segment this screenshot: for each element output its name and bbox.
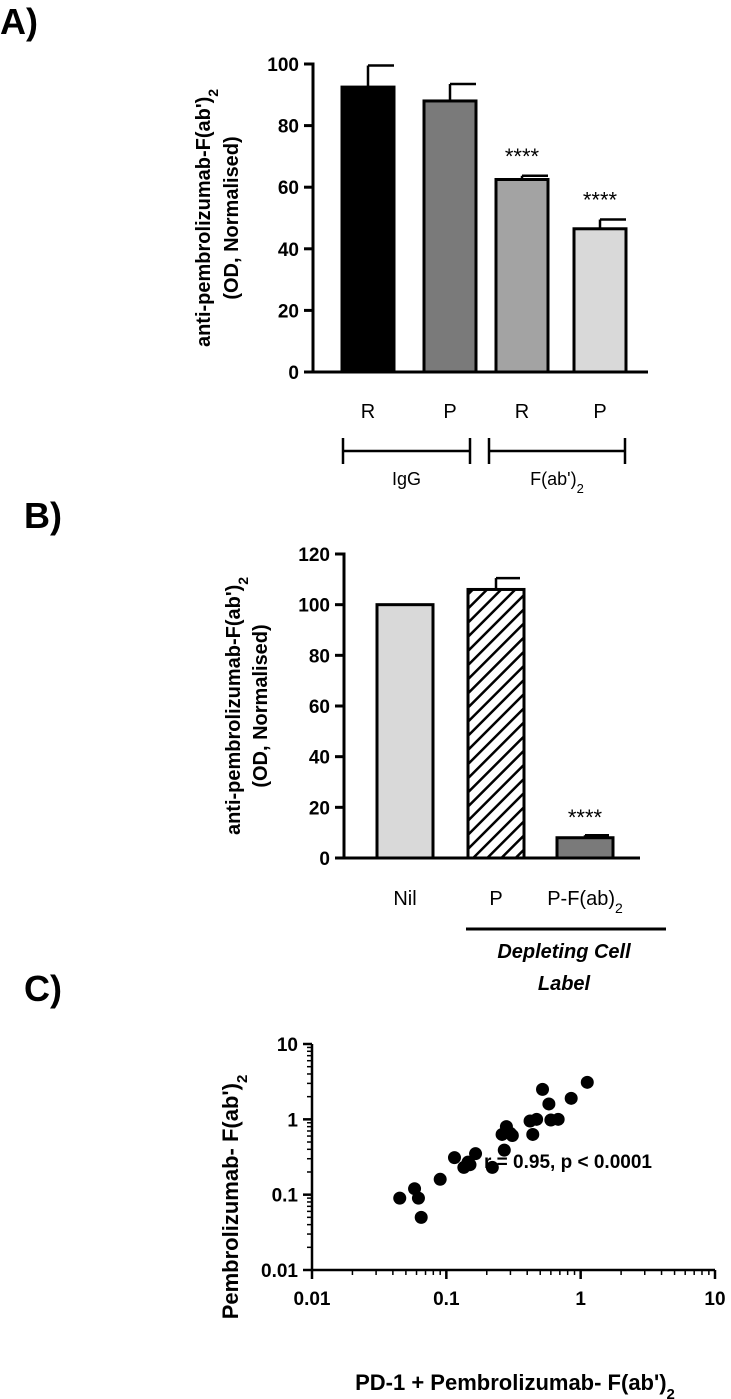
chart-c-ylabel: Pembrolizumab- F(ab')2 [218,1075,251,1320]
chart-a-category-label: P [443,401,456,423]
chart-a-group-label: IgG [392,469,421,489]
chart-a-category-label: P [593,401,606,423]
chart-c-data-point [536,1082,550,1096]
chart-b-category-label: P [489,888,502,910]
chart-c-data-point [411,1191,425,1205]
chart-c-data-point [485,1160,499,1174]
chart-c-y-tick-label: 0.1 [272,1186,299,1207]
chart-b-y-tick-label: 20 [309,798,330,819]
chart-c-y-tick-label: 0.01 [261,1261,298,1282]
chart-a-ylabel-sub: 2 [205,89,221,97]
chart-b-category-label-main: P [489,888,502,910]
chart-c-data-point [551,1112,565,1126]
chart-c-xlabel-main: PD-1 + Pembrolizumab- F(ab') [355,1370,666,1395]
chart-a-significance-label: **** [583,188,618,213]
chart-c-xlabel: PD-1 + Pembrolizumab- F(ab')2 [355,1370,675,1399]
chart-a-y-tick-label: 20 [278,301,299,322]
chart-a-category-label: R [515,401,529,423]
chart-a-group-label-main: IgG [392,469,421,489]
chart-c-data-point [393,1191,407,1205]
chart-c-x-tick-label: 10 [704,1289,725,1310]
chart-b-category-label-sub: 2 [615,900,623,916]
chart-c-data-point [469,1147,483,1161]
chart-c-points [393,1075,594,1224]
chart-b-category-label: Nil [393,888,416,910]
chart-a-y-tick-label: 0 [288,363,299,384]
panel-c-letter: C) [24,968,62,1009]
chart-c-x-tick-label: 0.1 [433,1289,460,1310]
chart-c-data-point [564,1091,578,1105]
chart-a-category-label-main: P [593,401,606,423]
chart-a-category-label-main: P [443,401,456,423]
chart-c-x-tick-label: 1 [575,1289,586,1310]
panel-b-letter: B) [24,495,62,536]
chart-c-data-point [542,1097,556,1111]
chart-a-axes: 0 20 40 60 80 100 R P R P IgG F(ab')2 [267,55,648,496]
chart-a-group-label-sub: 2 [577,481,584,496]
chart-a-category-label-main: R [361,401,375,423]
chart-c-data-point [433,1172,447,1186]
chart-b-category-label: P-F(ab)2 [547,888,623,916]
chart-c-data-point [414,1210,428,1224]
chart-c-data-point [497,1143,511,1157]
chart-b-y-tick-label: 40 [309,748,330,769]
chart-c-y-tick-label: 10 [277,1035,298,1056]
chart-b-y-tick-label: 60 [309,697,330,718]
chart-b-y-tick-label: 80 [309,646,330,667]
chart-b-category-label-main: P-F(ab) [547,888,615,910]
chart-c-data-point [580,1075,594,1089]
chart-b-bars: **** [375,576,615,860]
chart-a-category-label: R [361,401,375,423]
chart-b-bar [555,836,615,860]
chart-a-group-label-main: F(ab') [530,469,576,489]
chart-a-bar [422,99,478,374]
chart-a-y-tick-label: 60 [278,178,299,199]
chart-c-x-tick-label: 0.01 [294,1289,331,1310]
chart-c-data-point [463,1158,477,1172]
chart-c-ylabel-sub: 2 [234,1075,251,1083]
chart-a-y-tick-label: 40 [278,240,299,261]
chart-a-ylabel: anti-pembrolizumab-F(ab')2 [193,89,221,347]
chart-a-ylabel-line2: (OD, Normalised) [221,136,243,299]
chart-b-group-label-line1: Depleting Cell [497,941,631,963]
chart-c-xlabel-sub: 2 [667,1386,675,1399]
chart-a-category-label-main: R [515,401,529,423]
chart-b-bar [375,603,435,860]
chart-c-data-point [505,1129,519,1143]
chart-a-bar [494,178,550,374]
chart-b-axes: 0 20 40 60 80 100 120 Nil P P-F(ab)2 [298,545,666,931]
chart-a-bar [572,227,628,374]
chart-c-data-point [526,1127,540,1141]
chart-a-significance-label: **** [505,144,540,169]
chart-c-axes: 0.01 0.1 1 10 0.01 0.1 1 10 [261,1035,726,1310]
chart-b-y-tick-label: 100 [298,596,330,617]
chart-a-y-tick-label: 80 [278,117,299,138]
chart-b-ylabel-main: anti-pembrolizumab-F(ab') [223,585,245,835]
chart-c-ylabel-main: Pembrolizumab- F(ab') [218,1083,243,1319]
chart-b-ylabel-line2: (OD, Normalised) [250,624,272,787]
chart-a-ylabel-main: anti-pembrolizumab-F(ab') [193,97,215,347]
chart-c-data-point [447,1151,461,1165]
chart-c-data-point [530,1112,544,1126]
chart-c-annotation: r = 0.95, p < 0.0001 [484,1152,652,1173]
chart-a-y-tick-label: 100 [267,55,299,76]
panel-a-letter: A) [0,1,38,42]
chart-a-bar [340,85,396,374]
chart-a-bars: **** **** [340,64,628,374]
chart-b-bar [466,587,526,860]
chart-b-y-tick-label: 120 [298,545,330,566]
chart-b-significance-label: **** [568,805,603,830]
chart-b-y-tick-label: 0 [319,849,330,870]
chart-a-group-label: F(ab')2 [530,469,584,496]
chart-b-ylabel-sub: 2 [235,577,251,585]
chart-c-y-tick-label: 1 [287,1110,298,1131]
chart-b-category-label-main: Nil [393,888,416,910]
chart-b-group-label-line2: Label [538,973,591,995]
chart-c: 0.01 0.1 1 10 0.01 0.1 1 10 r = 0.95, p < 0.000… [218,1035,726,1399]
chart-b-ylabel: anti-pembrolizumab-F(ab')2 [223,577,251,835]
